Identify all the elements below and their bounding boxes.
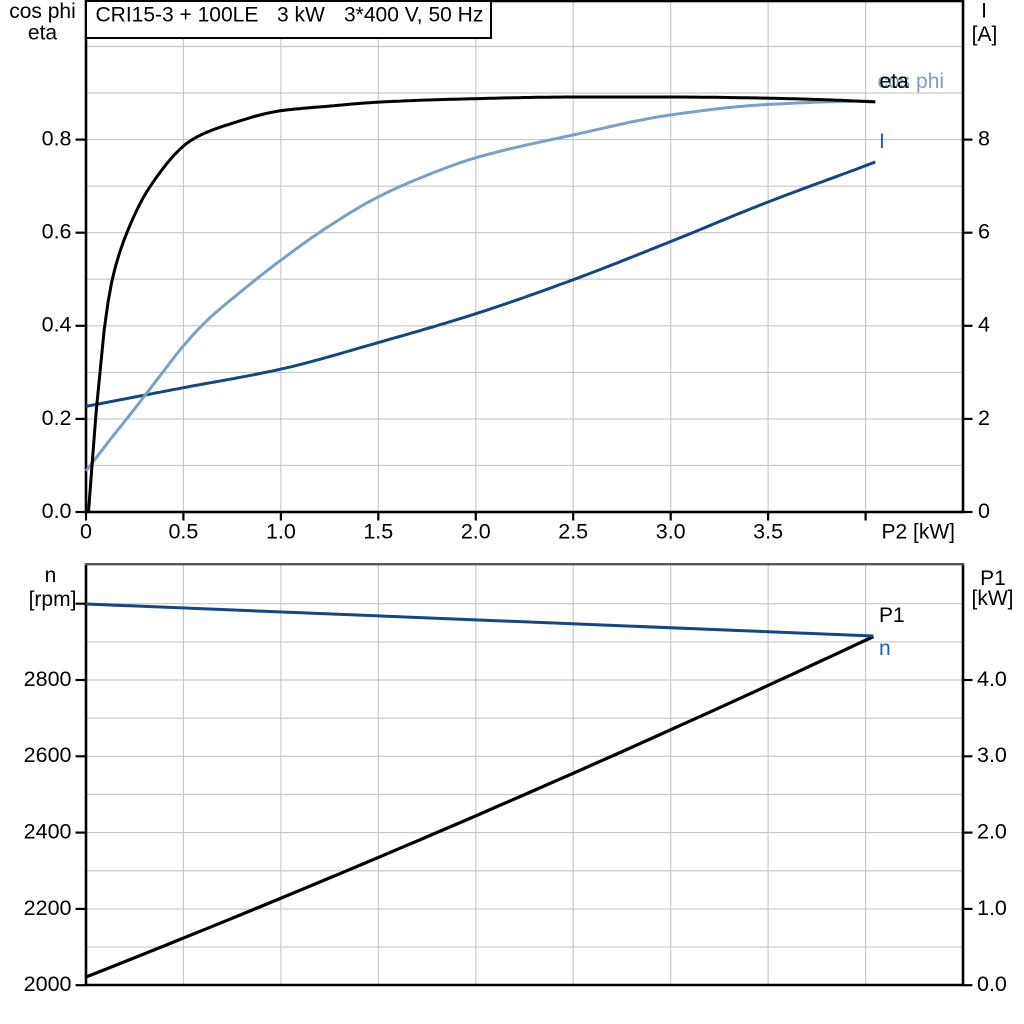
- svg-text:I: I: [981, 0, 987, 23]
- svg-text:1.0: 1.0: [266, 520, 296, 544]
- svg-text:I: I: [879, 130, 885, 153]
- svg-text:eta: eta: [28, 22, 58, 45]
- svg-text:0.6: 0.6: [42, 220, 72, 244]
- svg-text:3 kW: 3 kW: [277, 4, 325, 27]
- svg-text:8: 8: [978, 127, 990, 151]
- svg-text:2600: 2600: [24, 743, 72, 767]
- svg-text:2800: 2800: [24, 667, 72, 691]
- svg-text:1.5: 1.5: [363, 520, 393, 544]
- svg-text:0.0: 0.0: [42, 499, 72, 523]
- svg-text:P2 [kW]: P2 [kW]: [881, 521, 955, 544]
- svg-text:6: 6: [978, 220, 990, 244]
- svg-text:cos phi: cos phi: [878, 70, 945, 93]
- svg-text:n: n: [45, 564, 57, 587]
- svg-text:4.0: 4.0: [977, 667, 1007, 691]
- svg-text:2.0: 2.0: [461, 520, 491, 544]
- svg-text:2200: 2200: [24, 896, 72, 920]
- svg-text:0: 0: [978, 499, 990, 523]
- svg-text:2.5: 2.5: [558, 520, 588, 544]
- svg-text:P1: P1: [879, 604, 905, 627]
- svg-text:3*400 V, 50 Hz: 3*400 V, 50 Hz: [344, 4, 483, 27]
- svg-text:2: 2: [978, 406, 990, 430]
- svg-text:3.0: 3.0: [656, 520, 686, 544]
- svg-text:0.2: 0.2: [42, 406, 72, 430]
- svg-text:4: 4: [978, 313, 990, 337]
- svg-text:1.0: 1.0: [977, 896, 1007, 920]
- svg-text:[kW]: [kW]: [972, 587, 1014, 610]
- svg-text:0.0: 0.0: [977, 972, 1007, 996]
- svg-text:n: n: [879, 637, 891, 660]
- svg-text:0.4: 0.4: [42, 313, 72, 337]
- svg-text:2000: 2000: [24, 972, 72, 996]
- svg-text:cos phi: cos phi: [9, 0, 76, 23]
- svg-text:0.5: 0.5: [168, 520, 198, 544]
- svg-text:eta: eta: [880, 70, 910, 93]
- svg-text:CRI15-3 + 100LE: CRI15-3 + 100LE: [96, 4, 259, 27]
- svg-text:3.0: 3.0: [977, 743, 1007, 767]
- svg-text:[A]: [A]: [972, 23, 998, 46]
- svg-text:3.5: 3.5: [753, 520, 783, 544]
- svg-text:0: 0: [80, 520, 92, 544]
- svg-text:[rpm]: [rpm]: [29, 588, 77, 611]
- svg-text:2400: 2400: [24, 820, 72, 844]
- svg-text:2.0: 2.0: [977, 820, 1007, 844]
- svg-text:0.8: 0.8: [42, 127, 72, 151]
- svg-text:P1: P1: [980, 567, 1006, 590]
